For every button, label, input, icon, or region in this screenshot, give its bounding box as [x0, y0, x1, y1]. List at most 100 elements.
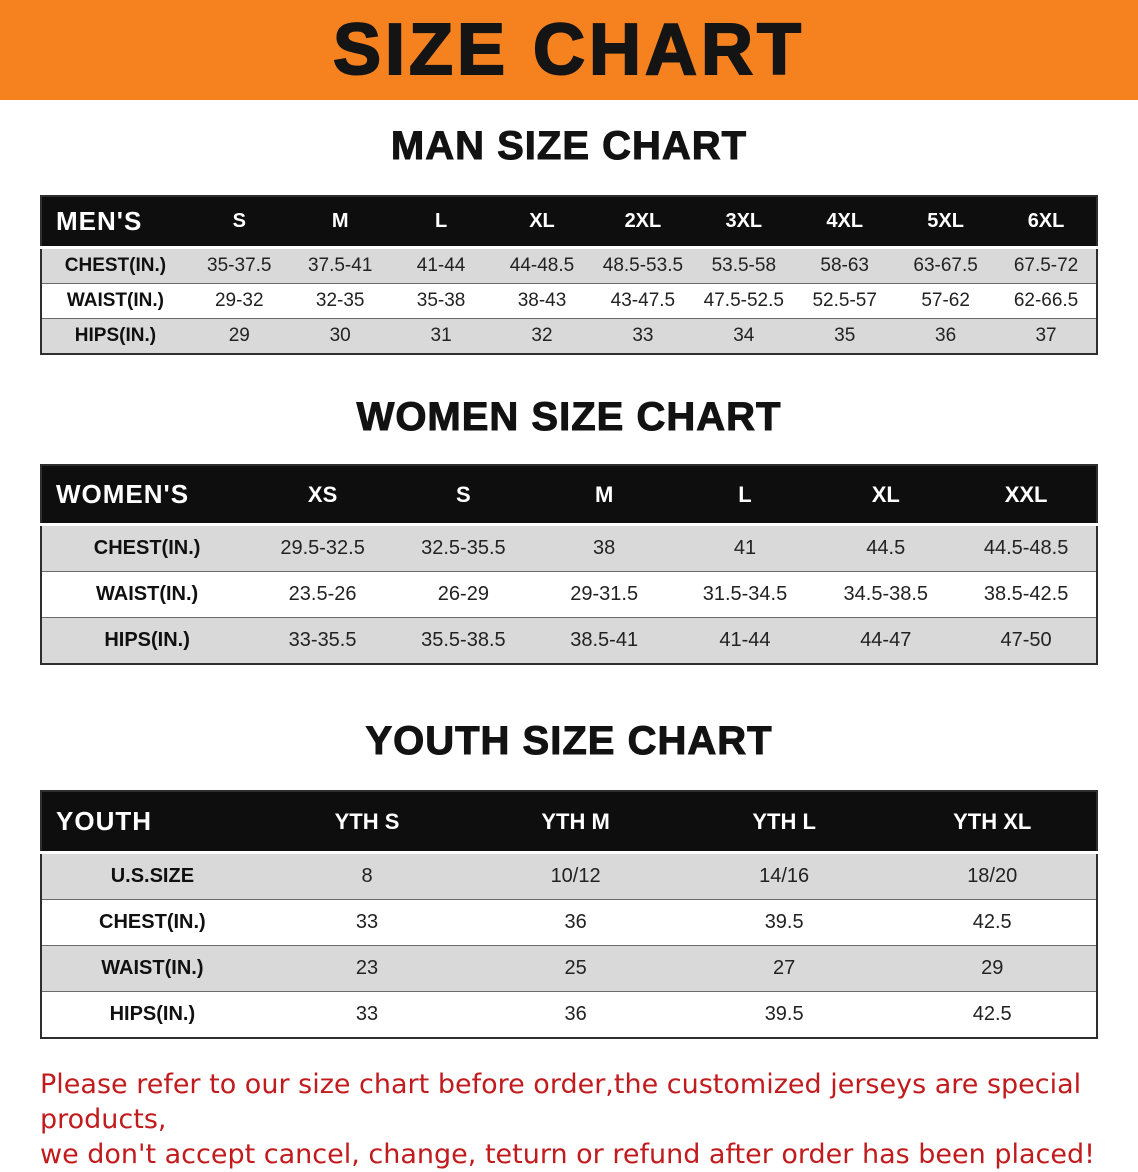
size-value: 41 — [674, 524, 816, 572]
size-column-header: 5XL — [895, 196, 997, 249]
size-value: 29-31.5 — [533, 571, 675, 618]
size-value: 36 — [895, 318, 997, 354]
size-value: 29.5-32.5 — [252, 524, 393, 572]
size-column-header: XS — [252, 465, 393, 526]
size-column-header: 6XL — [996, 196, 1097, 249]
measurement-row: HIPS(IN.) 33-35.5 35.5-38.5 38.5-41 41-44 44-… — [41, 617, 1097, 664]
size-value: 25 — [471, 945, 680, 992]
size-value: 47-50 — [956, 617, 1097, 664]
size-column-header: S — [188, 196, 290, 249]
size-value: 33 — [592, 318, 694, 354]
size-value: 43-47.5 — [592, 283, 694, 319]
disclaimer-line: Please refer to our size chart before or… — [40, 1069, 1082, 1136]
row-label: HIPS(IN.) — [41, 991, 263, 1038]
row-label: CHEST(IN.) — [41, 524, 253, 572]
row-label: CHEST(IN.) — [41, 899, 263, 946]
size-value: 44.5 — [815, 524, 957, 572]
size-value: 36 — [471, 899, 680, 946]
size-value: 67.5-72 — [996, 247, 1097, 284]
measurement-row: CHEST(IN.) 29.5-32.5 32.5-35.5 38 41 44.5 44.5… — [41, 524, 1097, 572]
measurement-row: WAIST(IN.) 29-32 32-35 35-38 38-43 43-47.5 47.… — [41, 283, 1097, 319]
size-value: 34 — [693, 318, 795, 354]
size-value: 41-44 — [674, 617, 816, 664]
size-value: 30 — [289, 318, 391, 354]
size-value: 57-62 — [895, 283, 997, 319]
size-value: 41-44 — [390, 247, 492, 284]
youth-size-table: YOUTH YTH S YTH M YTH L YTH XL U.S.SIZE 8 10/12… — [40, 790, 1098, 1039]
size-column-header: M — [533, 465, 675, 526]
size-value: 35-38 — [390, 283, 492, 319]
size-value: 53.5-58 — [693, 247, 795, 284]
women-size-chart-section: WOMEN SIZE CHART WOMEN'S XS S M L XL XXL CHEST(… — [0, 395, 1138, 665]
size-column-header: XXL — [956, 465, 1097, 526]
table-title-cell: YOUTH — [41, 791, 263, 854]
size-value: 47.5-52.5 — [693, 283, 795, 319]
size-value: 37 — [996, 318, 1097, 354]
table-title-cell: MEN'S — [41, 196, 189, 249]
size-value: 38.5-42.5 — [956, 571, 1097, 618]
row-label: WAIST(IN.) — [41, 945, 263, 992]
size-value: 44.5-48.5 — [956, 524, 1097, 572]
size-column-header: YTH L — [679, 791, 889, 854]
header-row: MEN'S S M L XL 2XL 3XL 4XL 5XL 6XL — [41, 196, 1097, 249]
youth-size-chart-section: YOUTH SIZE CHART YOUTH YTH S YTH M YTH L YTH… — [0, 719, 1138, 1039]
size-value: 35-37.5 — [188, 247, 290, 284]
size-value: 52.5-57 — [794, 283, 896, 319]
size-value: 38 — [533, 524, 675, 572]
size-value: 31.5-34.5 — [674, 571, 816, 618]
size-column-header: YTH S — [262, 791, 472, 854]
youth-chart-title: YOUTH SIZE CHART — [365, 719, 773, 764]
measurement-row: HIPS(IN.) 33 36 39.5 42.5 — [41, 991, 1097, 1038]
size-value: 35 — [794, 318, 896, 354]
size-value: 42.5 — [888, 899, 1097, 946]
size-value: 32-35 — [289, 283, 391, 319]
size-column-header: XL — [815, 465, 957, 526]
men-size-chart-section: MAN SIZE CHART MEN'S S M L XL 2XL 3XL 4XL 5XL 6XL… — [0, 124, 1138, 355]
size-value: 38.5-41 — [533, 617, 675, 664]
size-column-header: 3XL — [693, 196, 795, 249]
row-label: HIPS(IN.) — [41, 318, 189, 354]
size-value: 33-35.5 — [252, 617, 393, 664]
size-value: 42.5 — [888, 991, 1097, 1038]
size-value: 26-29 — [392, 571, 534, 618]
size-value: 39.5 — [679, 991, 889, 1038]
size-column-header: XL — [491, 196, 593, 249]
measurement-row: HIPS(IN.) 29 30 31 32 33 34 35 36 37 — [41, 318, 1097, 354]
disclaimer-line: we don't accept cancel, change, teturn o… — [40, 1139, 1095, 1171]
size-value: 34.5-38.5 — [815, 571, 957, 618]
measurement-row: WAIST(IN.) 23 25 27 29 — [41, 945, 1097, 992]
size-value: 44-47 — [815, 617, 957, 664]
measurement-row: CHEST(IN.) 35-37.5 37.5-41 41-44 44-48.5 48.5… — [41, 247, 1097, 284]
charts-container: MAN SIZE CHART MEN'S S M L XL 2XL 3XL 4XL 5XL 6XL… — [0, 124, 1138, 1039]
size-value: 48.5-53.5 — [592, 247, 694, 284]
size-value: 31 — [390, 318, 492, 354]
disclaimer: Please refer to our size chart before or… — [40, 1067, 1100, 1172]
size-value: 23.5-26 — [252, 571, 393, 618]
row-label: WAIST(IN.) — [41, 571, 253, 618]
size-column-header: YTH XL — [888, 791, 1097, 854]
measurement-row: CHEST(IN.) 33 36 39.5 42.5 — [41, 899, 1097, 946]
size-value: 44-48.5 — [491, 247, 593, 284]
size-value: 58-63 — [794, 247, 896, 284]
men-chart-title: MAN SIZE CHART — [390, 124, 748, 169]
size-column-header: M — [289, 196, 391, 249]
size-column-header: 4XL — [794, 196, 896, 249]
size-value: 29 — [188, 318, 290, 354]
size-value: 14/16 — [679, 852, 889, 900]
banner: SIZE CHART — [0, 0, 1138, 100]
size-column-header: L — [674, 465, 816, 526]
size-value: 32.5-35.5 — [392, 524, 534, 572]
size-value: 38-43 — [491, 283, 593, 319]
size-value: 29-32 — [188, 283, 290, 319]
women-chart-title: WOMEN SIZE CHART — [356, 395, 782, 440]
row-label: WAIST(IN.) — [41, 283, 189, 319]
size-value: 18/20 — [888, 852, 1097, 900]
row-label: CHEST(IN.) — [41, 247, 189, 284]
measurement-row: WAIST(IN.) 23.5-26 26-29 29-31.5 31.5-34.5 34… — [41, 571, 1097, 618]
size-value: 23 — [262, 945, 472, 992]
size-value: 27 — [679, 945, 889, 992]
size-value: 29 — [888, 945, 1097, 992]
men-size-table: MEN'S S M L XL 2XL 3XL 4XL 5XL 6XL CHEST(IN.) 35-37… — [40, 195, 1098, 355]
size-value: 37.5-41 — [289, 247, 391, 284]
